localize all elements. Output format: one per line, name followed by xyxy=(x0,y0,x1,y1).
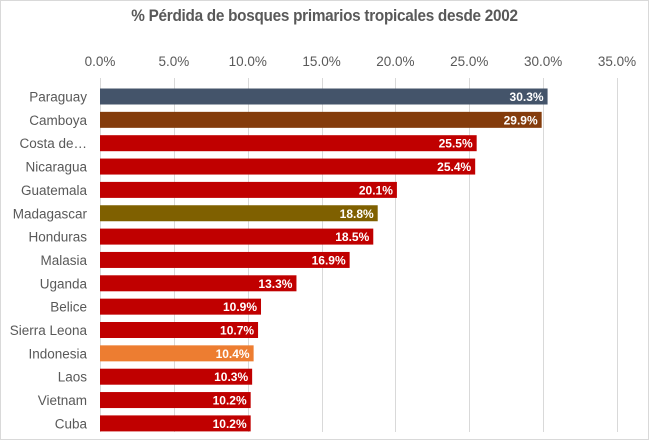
x-tick-label: 20.0% xyxy=(376,54,414,69)
bar xyxy=(100,345,254,362)
data-label: 10.2% xyxy=(213,417,247,431)
bar xyxy=(100,392,251,409)
bars xyxy=(100,88,548,432)
category-label: Laos xyxy=(58,370,88,385)
bar xyxy=(100,228,374,245)
data-label: 29.9% xyxy=(504,113,538,127)
data-label: 30.3% xyxy=(510,90,544,104)
category-label: Vietnam xyxy=(38,393,87,408)
x-axis-ticks: 0.0% 5.0% 10.0% 15.0% 20.0% 25.0% 30.0% 35.0% xyxy=(85,54,637,69)
category-label: Guatemala xyxy=(21,183,88,198)
data-label: 13.3% xyxy=(258,277,292,291)
bar xyxy=(100,181,397,198)
category-label: Sierra Leona xyxy=(10,323,88,338)
data-label: 16.9% xyxy=(312,253,346,267)
bar xyxy=(100,135,477,152)
x-tick-label: 15.0% xyxy=(302,54,340,69)
data-label: 10.9% xyxy=(223,300,257,314)
bar xyxy=(100,111,542,128)
data-label: 10.4% xyxy=(216,347,250,361)
category-label: Nicaragua xyxy=(25,160,87,175)
category-label: Belice xyxy=(50,300,87,315)
bar xyxy=(100,88,548,105)
category-label: Madagascar xyxy=(13,206,88,221)
category-label: Malasia xyxy=(40,253,87,268)
x-tick-label: 25.0% xyxy=(450,54,488,69)
x-tick-label: 5.0% xyxy=(158,54,189,69)
x-tick-label: 35.0% xyxy=(598,54,636,69)
category-label: Camboya xyxy=(29,113,87,128)
category-label: Cuba xyxy=(55,416,88,431)
category-label: Indonesia xyxy=(28,346,87,361)
x-tick-label: 10.0% xyxy=(229,54,267,69)
bar xyxy=(100,251,350,268)
data-label: 10.7% xyxy=(220,324,254,338)
category-label: Paraguay xyxy=(29,90,87,105)
data-label: 20.1% xyxy=(359,183,393,197)
data-label: 18.5% xyxy=(335,230,369,244)
data-label: 10.2% xyxy=(213,394,247,408)
data-label: 25.5% xyxy=(439,137,473,151)
chart-title: % Pérdida de bosques primarios tropicale… xyxy=(131,6,518,25)
category-label: Honduras xyxy=(28,230,87,245)
bar xyxy=(100,205,378,222)
data-label: 10.3% xyxy=(214,370,248,384)
data-label: 18.8% xyxy=(340,207,374,221)
bar xyxy=(100,275,297,292)
bar xyxy=(100,415,251,432)
category-label: Uganda xyxy=(40,276,88,291)
data-label: 25.4% xyxy=(437,160,471,174)
bar xyxy=(100,298,262,315)
bar xyxy=(100,322,259,338)
x-tick-label: 0.0% xyxy=(85,54,116,69)
bar xyxy=(100,158,476,175)
x-tick-label: 30.0% xyxy=(524,54,562,69)
data-labels: 30.3% 29.9% 25.5% 25.4% 20.1% 18.8% 18.5% 16.9%… xyxy=(213,90,544,431)
bar xyxy=(100,368,253,385)
y-axis-categories: Paraguay Camboya Costa de… Nicaragua Guatema… xyxy=(10,90,88,432)
category-label: Costa de… xyxy=(19,136,87,151)
